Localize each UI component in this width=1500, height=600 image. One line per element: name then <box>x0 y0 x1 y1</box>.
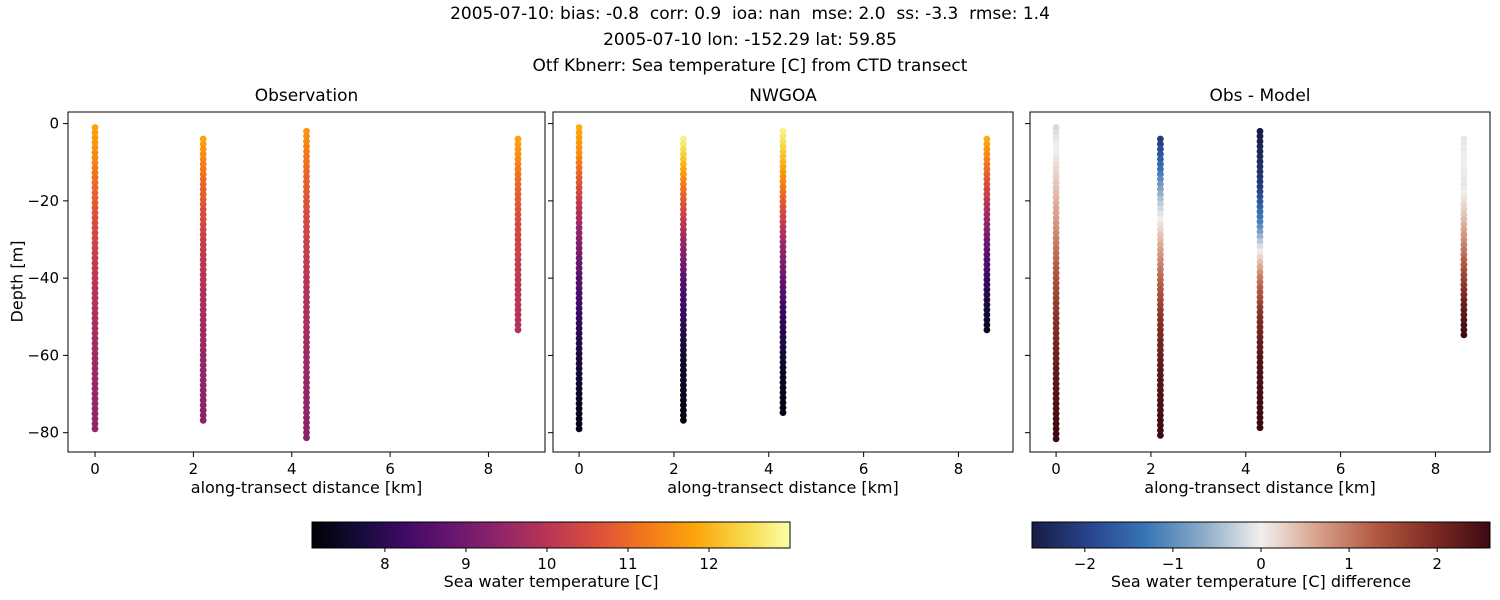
y-tick-label: −20 <box>27 192 59 210</box>
profile-column <box>1157 135 1164 439</box>
x-tick-label: 0 <box>1051 460 1061 478</box>
x-tick-label: 6 <box>385 460 395 478</box>
x-axis-label-observation: along-transect distance [km] <box>190 478 423 497</box>
profile-column <box>199 135 207 424</box>
x-tick-label: 2 <box>669 460 679 478</box>
panel-obs-model: 0 2 4 6 8 <box>1025 111 1491 478</box>
panel-title-nwgoa: NWGOA <box>749 86 817 106</box>
axes-frame <box>552 111 1014 453</box>
profile-column <box>575 124 583 433</box>
x-tick-label: 8 <box>484 460 494 478</box>
x-tick-label: 2 <box>189 460 199 478</box>
colorbar-tick-label: 2 <box>1432 555 1442 573</box>
colorbar-temperature: 8 9 10 11 12 <box>311 521 791 573</box>
profile-column <box>514 135 522 334</box>
profile-column <box>303 127 310 442</box>
x-tick-label: 4 <box>1241 460 1251 478</box>
colorbar-tick-label: 9 <box>461 555 471 573</box>
colorbar-label-difference: Sea water temperature [C] difference <box>1110 572 1412 591</box>
profile-column <box>1052 124 1060 443</box>
x-tick-label: 6 <box>1336 460 1346 478</box>
axes-frame <box>67 111 546 453</box>
panel-observation: 0 2 4 6 8 0 −20 −40 −60 −80 <box>27 111 546 478</box>
profile-column <box>983 135 991 334</box>
axes-frame <box>1029 111 1491 453</box>
x-tick-label: 0 <box>90 460 100 478</box>
colorbar-difference: −2 −1 0 1 2 <box>1031 521 1491 573</box>
panel-title-obs-model: Obs - Model <box>1209 86 1311 106</box>
panel-nwgoa: 0 2 4 6 8 <box>548 111 1014 478</box>
x-tick-label: 2 <box>1146 460 1156 478</box>
colorbar-tick-label: 1 <box>1344 555 1354 573</box>
colorbar-tick-label: 0 <box>1256 555 1266 573</box>
header-location-line: 2005-07-10 lon: -152.29 lat: 59.85 <box>603 30 897 50</box>
scatter-layer <box>575 124 991 433</box>
profile-column <box>1256 127 1264 432</box>
x-axis-label-nwgoa: along-transect distance [km] <box>667 478 899 497</box>
axes-ticks: 0 2 4 6 8 <box>548 123 964 478</box>
colorbar-tick-label: 11 <box>618 555 637 573</box>
profile-column <box>680 135 687 424</box>
y-tick-label: −40 <box>27 269 59 287</box>
scatter-layer <box>91 124 522 442</box>
colorbar-tick-label: −1 <box>1162 555 1184 573</box>
colorbar-tick-label: 12 <box>699 555 718 573</box>
y-tick-label: 0 <box>49 115 59 133</box>
x-tick-label: 4 <box>287 460 297 478</box>
colorbar-tick-label: 10 <box>537 555 556 573</box>
y-tick-label: −80 <box>27 424 59 442</box>
y-axis-label: Depth [m] <box>7 240 27 323</box>
header-dataset-line: Otf Kbnerr: Sea temperature [C] from CTD… <box>532 56 968 76</box>
profile-column <box>91 124 99 433</box>
header-stats-line: 2005-07-10: bias: -0.8 corr: 0.9 ioa: na… <box>450 4 1050 24</box>
panel-title-observation: Observation <box>254 86 359 106</box>
scatter-layer <box>1052 124 1468 443</box>
colorbar-label-temperature: Sea water temperature [C] <box>443 572 659 591</box>
colorbar-tick-label: 8 <box>380 555 390 573</box>
profile-column <box>779 127 787 416</box>
x-tick-label: 4 <box>764 460 774 478</box>
profile-column <box>1460 135 1468 339</box>
x-axis-label-obs-model: along-transect distance [km] <box>1144 478 1376 497</box>
x-tick-label: 0 <box>574 460 584 478</box>
y-tick-label: −60 <box>27 346 59 364</box>
colorbar-tick-label: −2 <box>1074 555 1096 573</box>
axes-ticks: 0 2 4 6 8 0 −20 −40 −60 −80 <box>27 115 493 478</box>
x-tick-label: 6 <box>859 460 869 478</box>
axes-ticks: 0 2 4 6 8 <box>1025 123 1441 478</box>
x-tick-label: 8 <box>954 460 964 478</box>
x-tick-label: 8 <box>1431 460 1441 478</box>
